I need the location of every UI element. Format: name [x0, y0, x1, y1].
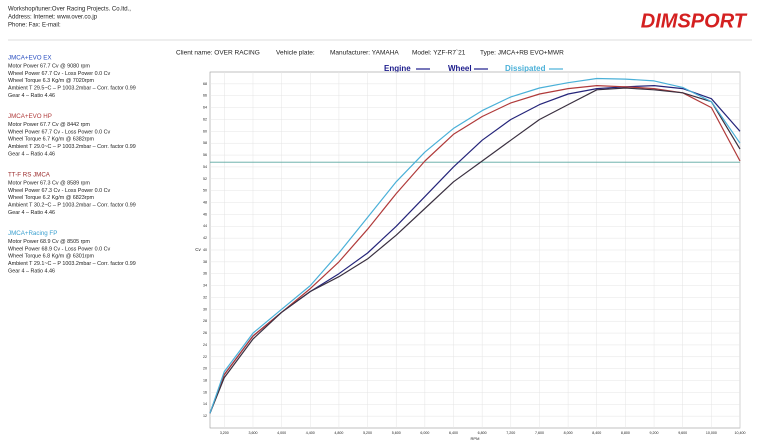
y-tick-label: 44 — [203, 224, 207, 228]
y-tick-label: 66 — [203, 94, 207, 98]
x-tick-label: 4,400 — [306, 431, 315, 435]
x-tick-label: 6,000 — [420, 431, 429, 435]
y-tick-label: 48 — [203, 200, 207, 204]
run-detail: Ambient T 30.2~C – P 1003.2mbar – Corr. … — [8, 203, 136, 209]
y-tick-label: 42 — [203, 236, 207, 240]
vehicle-info: Vehicle plate: — [276, 50, 315, 57]
y-tick-label: 28 — [203, 319, 207, 323]
run-detail: Motor Power 67.3 Cv @ 8589 rpm — [8, 180, 90, 186]
x-tick-label: 3,200 — [220, 431, 229, 435]
run-detail: Gear 4 – Ratio 4.46 — [8, 93, 55, 99]
y-tick-label: 60 — [203, 129, 207, 133]
y-tick-label: 40 — [203, 248, 207, 252]
run-detail: Motor Power 67.7 Cv @ 9080 rpm — [8, 63, 90, 69]
x-tick-label: 4,800 — [334, 431, 343, 435]
run-detail: Wheel Torque 6.2 Kg/m @ 6823rpm — [8, 195, 94, 201]
series-line — [209, 77, 741, 414]
y-tick-label: 12 — [203, 414, 207, 418]
y-tick-label: 56 — [203, 153, 207, 157]
legend-label: Engine — [384, 64, 411, 73]
run-detail: Wheel Power 68.9 Cv - Loss Power 0.0 Cv — [8, 246, 110, 252]
x-tick-label: 7,200 — [506, 431, 515, 435]
legend-label: Dissipated — [505, 64, 546, 73]
x-tick-label: 9,200 — [650, 431, 659, 435]
x-tick-label: 10,000 — [706, 431, 717, 435]
run-detail: Wheel Torque 6.8 Kg/m @ 6301rpm — [8, 254, 94, 260]
y-axis-title: Cv — [195, 247, 201, 252]
x-tick-label: 6,400 — [449, 431, 458, 435]
run-detail: Gear 4 – Ratio 4.46 — [8, 269, 55, 275]
run-detail: Motor Power 68.9 Cv @ 8505 rpm — [8, 239, 90, 245]
y-tick-label: 20 — [203, 367, 207, 371]
y-tick-label: 58 — [203, 141, 207, 145]
x-tick-label: 8,000 — [564, 431, 573, 435]
y-tick-label: 38 — [203, 260, 207, 264]
run-detail: Gear 4 – Ratio 4.46 — [8, 210, 55, 216]
x-axis-title: RPM — [471, 436, 480, 441]
vehicle-info: Manufacturer: YAMAHA — [330, 50, 399, 57]
x-tick-label: 3,600 — [248, 431, 257, 435]
x-tick-label: 8,400 — [592, 431, 601, 435]
y-tick-label: 46 — [203, 212, 207, 216]
run-detail: Wheel Power 67.3 Cv - Loss Power 0.0 Cv — [8, 188, 110, 194]
y-tick-label: 36 — [203, 272, 207, 276]
run-name: JMCA+EVO EX — [8, 55, 52, 62]
y-tick-label: 16 — [203, 390, 207, 394]
x-tick-label: 7,600 — [535, 431, 544, 435]
vehicle-info: Type: JMCA+RB EVO+MWR — [480, 50, 564, 57]
header-line: Phone: Fax: E-mail: — [8, 23, 61, 29]
run-name: JMCA+Racing FP — [8, 230, 57, 237]
vehicle-info: Client name: OVER RACING — [176, 50, 260, 57]
run-detail: Wheel Torque 6.3 Kg/m @ 7020rpm — [8, 78, 94, 84]
run-name: TT-F RS JMCA — [8, 172, 51, 179]
run-detail: Ambient T 29.0~C – P 1003.2mbar – Corr. … — [8, 144, 136, 150]
x-tick-label: 4,000 — [277, 431, 286, 435]
y-tick-label: 30 — [203, 307, 207, 311]
y-tick-label: 52 — [203, 177, 207, 181]
x-tick-label: 6,800 — [478, 431, 487, 435]
y-tick-label: 24 — [203, 343, 207, 347]
header-line: Workshop/tuner:Over Racing Projects. Co.… — [8, 7, 131, 13]
y-tick-label: 34 — [203, 284, 207, 288]
vehicle-info: Model: YZF-R7`21 — [412, 50, 466, 57]
y-tick-label: 26 — [203, 331, 207, 335]
y-tick-label: 18 — [203, 378, 207, 382]
x-tick-label: 5,600 — [392, 431, 401, 435]
y-tick-label: 62 — [203, 117, 207, 121]
series-line — [209, 87, 741, 414]
x-tick-label: 9,600 — [678, 431, 687, 435]
run-detail: Wheel Power 67.7 Cv - Loss Power 0.0 Cv — [8, 129, 110, 135]
y-tick-label: 22 — [203, 355, 207, 359]
run-detail: Wheel Power 67.7 Cv - Loss Power 0.0 Cv — [8, 71, 110, 77]
y-tick-label: 68 — [203, 82, 207, 86]
run-detail: Ambient T 29.5~C – P 1003.2mbar – Corr. … — [8, 86, 136, 92]
x-tick-label: 10,400 — [735, 431, 746, 435]
x-tick-label: 8,800 — [621, 431, 630, 435]
run-detail: Wheel Torque 6.7 Kg/m @ 6382rpm — [8, 137, 94, 143]
y-tick-label: 64 — [203, 106, 207, 110]
run-detail: Gear 4 – Ratio 4.46 — [8, 152, 55, 158]
x-tick-label: 5,200 — [363, 431, 372, 435]
run-name: JMCA+EVO HP — [8, 113, 52, 120]
legend-label: Wheel — [448, 64, 472, 73]
y-tick-label: 54 — [203, 165, 207, 169]
run-detail: Ambient T 29.1~C – P 1003.2mbar – Corr. … — [8, 261, 136, 267]
y-tick-label: 50 — [203, 189, 207, 193]
header-line: Address: Internet: www.over.co.jp — [8, 15, 98, 21]
run-detail: Motor Power 67.7 Cv @ 8442 rpm — [8, 122, 90, 128]
y-tick-label: 32 — [203, 295, 207, 299]
logo: DIMSPORT — [641, 10, 748, 32]
y-tick-label: 14 — [203, 402, 207, 406]
